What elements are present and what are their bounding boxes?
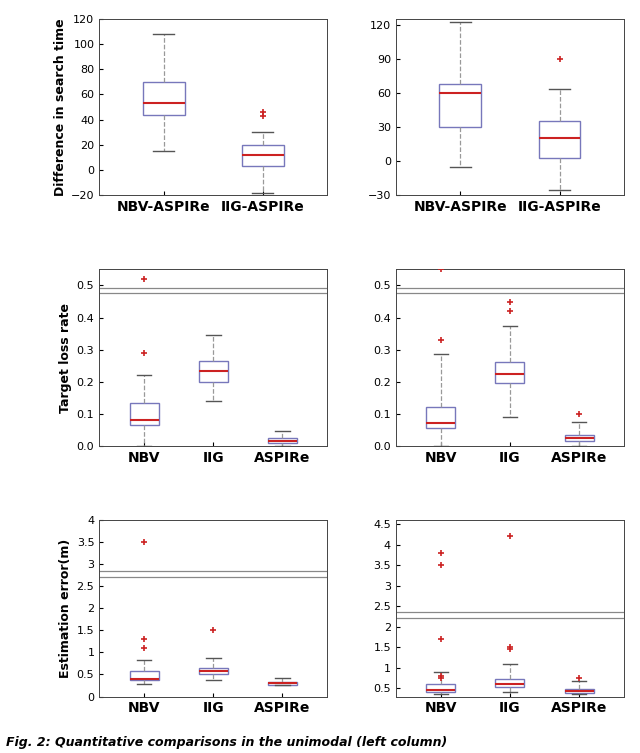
PathPatch shape (564, 689, 593, 693)
PathPatch shape (564, 434, 593, 441)
PathPatch shape (143, 82, 184, 114)
PathPatch shape (426, 684, 455, 693)
PathPatch shape (268, 681, 297, 684)
Y-axis label: Target loss rate: Target loss rate (60, 303, 72, 413)
Text: Fig. 2: Quantitative comparisons in the unimodal (left column): Fig. 2: Quantitative comparisons in the … (6, 736, 447, 749)
PathPatch shape (242, 145, 284, 166)
PathPatch shape (199, 668, 228, 675)
PathPatch shape (130, 671, 159, 680)
Y-axis label: Estimation error(m): Estimation error(m) (60, 538, 72, 678)
PathPatch shape (495, 362, 524, 383)
PathPatch shape (495, 679, 524, 687)
PathPatch shape (440, 84, 481, 127)
PathPatch shape (199, 361, 228, 382)
PathPatch shape (539, 121, 580, 157)
PathPatch shape (130, 403, 159, 425)
Y-axis label: Difference in search time: Difference in search time (54, 18, 67, 196)
PathPatch shape (426, 407, 455, 428)
PathPatch shape (268, 438, 297, 443)
